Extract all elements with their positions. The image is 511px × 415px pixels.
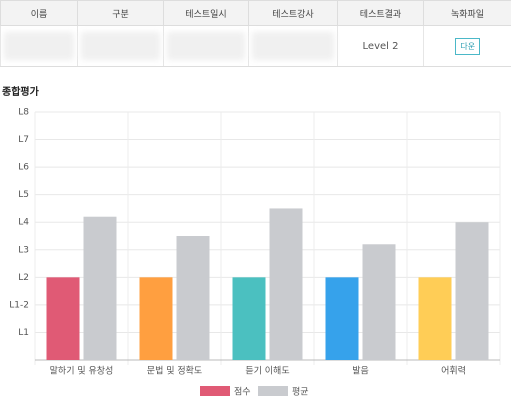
- bar: [269, 208, 303, 360]
- header: 테스트일시: [163, 0, 249, 26]
- bar: [325, 277, 359, 360]
- header-row: 이름 구분 테스트일시 테스트강사 테스트결과 녹화파일: [0, 0, 511, 26]
- y-tick-label: L1-2: [9, 300, 29, 310]
- cell: 다운: [423, 25, 511, 67]
- bar: [455, 222, 489, 360]
- y-tick-label: L8: [18, 108, 29, 118]
- y-tick-label: L5: [18, 190, 29, 200]
- y-tick-label: L2: [18, 273, 29, 283]
- blurred: [81, 32, 160, 60]
- header: 테스트결과: [337, 0, 424, 26]
- cell: [248, 25, 338, 67]
- bar: [46, 277, 80, 360]
- result: Level 2: [337, 25, 424, 67]
- chart: 종합평가 L1 L1-2 L2 L3 L4 L5 L6 L7 L8 말하기 및 유창성 문법 및 정…: [2, 85, 501, 398]
- bar: [176, 236, 210, 360]
- x-tick-label: 듣기 이해도: [245, 366, 289, 377]
- x-tick-label: 어휘력: [441, 365, 466, 377]
- bar: [418, 277, 452, 360]
- y-tick-label: L6: [18, 163, 29, 173]
- legend-label: 평균: [292, 387, 309, 398]
- blurred: [167, 32, 245, 60]
- legend-swatch: [258, 386, 288, 396]
- x-tick-label: 문법 및 정확도: [147, 365, 202, 377]
- y-tick-label: L1: [18, 328, 29, 338]
- header: 구분: [77, 0, 164, 26]
- header: 테스트강사: [248, 0, 338, 26]
- blurred: [4, 32, 74, 60]
- row: Level 2 다운: [0, 25, 511, 67]
- bar: [83, 216, 117, 360]
- x-tick-label: 발음: [352, 366, 369, 377]
- legend-label: 점수: [234, 386, 251, 398]
- y-tick-label: L3: [18, 245, 29, 255]
- header: 녹화파일: [423, 0, 511, 26]
- download-button[interactable]: 다운: [455, 37, 481, 55]
- cell: [0, 25, 78, 67]
- cell: [163, 25, 249, 67]
- bar: [362, 244, 396, 360]
- blurred: [252, 32, 334, 60]
- y-tick-label: L7: [18, 135, 29, 145]
- bar: [139, 277, 173, 360]
- chart-title: 종합평가: [2, 85, 40, 98]
- legend-swatch: [200, 386, 230, 396]
- record-table: 이름 구분 테스트일시 테스트강사 테스트결과 녹화파일 Level 2 다운: [0, 0, 511, 67]
- y-tick-label: L4: [18, 218, 29, 228]
- bar: [232, 277, 266, 360]
- cell: [77, 25, 164, 67]
- x-tick-label: 말하기 및 유창성: [50, 365, 114, 377]
- header: 이름: [0, 0, 78, 26]
